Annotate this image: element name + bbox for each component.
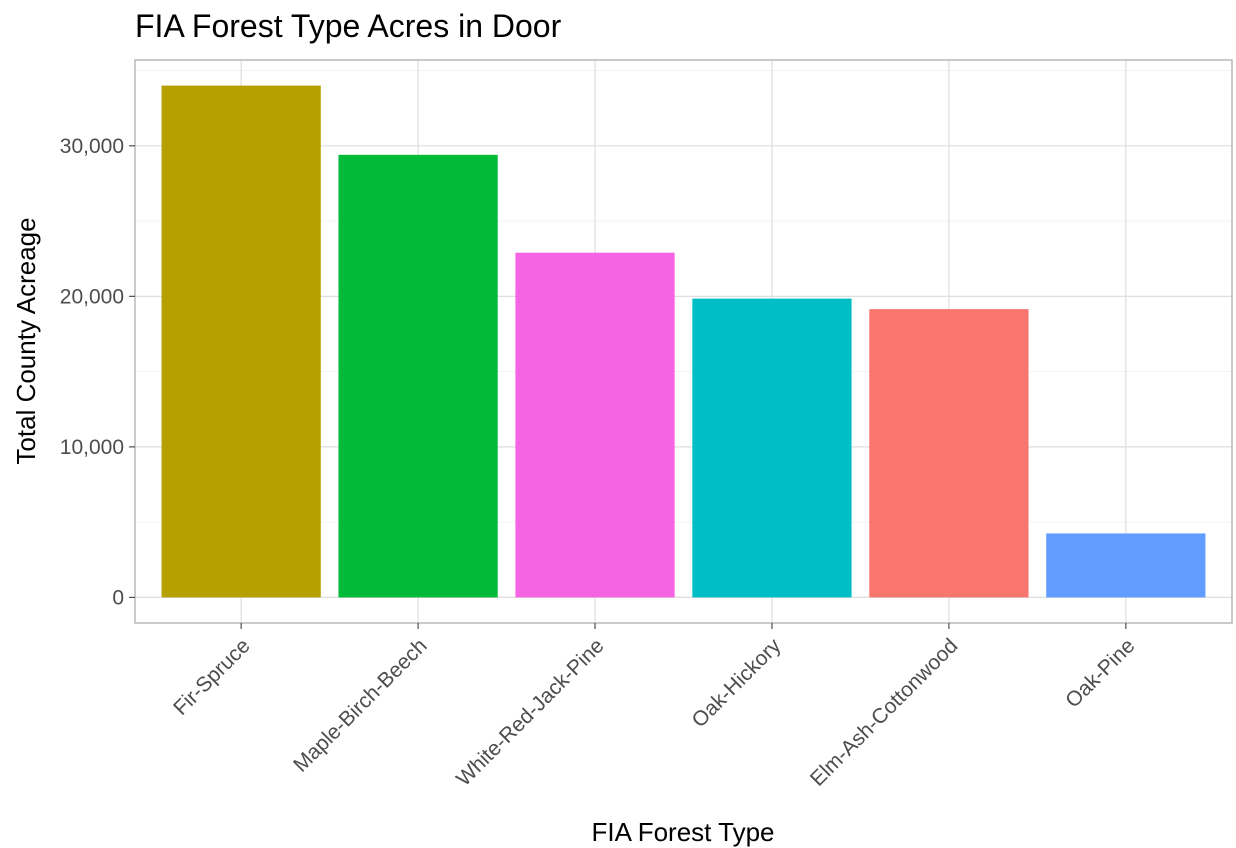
x-tick-label: Oak-Pine: [1061, 634, 1139, 712]
y-tick-label: 20,000: [60, 285, 124, 308]
y-tick-label: 30,000: [60, 135, 124, 158]
y-axis-title: Total County Acreage: [11, 217, 41, 464]
bar-maple-birch-beech: [338, 154, 498, 598]
bar-oak-hickory: [692, 298, 852, 598]
chart-title: FIA Forest Type Acres in Door: [135, 8, 562, 44]
y-tick-label: 10,000: [60, 436, 124, 459]
x-axis-ticks: Fir-Spruce Maple-Birch-Beech White-Red-Jac…: [169, 623, 1139, 791]
bars: [161, 85, 1206, 598]
plot-panel-border: [134, 59, 1233, 624]
x-axis-title: FIA Forest Type: [591, 817, 774, 847]
x-tick-label: Oak-Hickory: [688, 634, 786, 732]
x-tick-label: White-Red-Jack-Pine: [452, 634, 609, 791]
bar-oak-pine: [1046, 533, 1206, 598]
bar-white-red-jack-pine: [515, 252, 675, 598]
y-axis-ticks: 0 10,000 20,000 30,000: [60, 135, 135, 609]
y-tick-label: 0: [112, 586, 124, 609]
x-tick-label: Maple-Birch-Beech: [289, 634, 432, 777]
x-tick-label: Elm-Ash-Cottonwood: [806, 634, 963, 791]
bar-elm-ash-cottonwood: [869, 309, 1029, 598]
bar-fir-spruce: [161, 85, 321, 598]
x-tick-label: Fir-Spruce: [169, 634, 255, 720]
